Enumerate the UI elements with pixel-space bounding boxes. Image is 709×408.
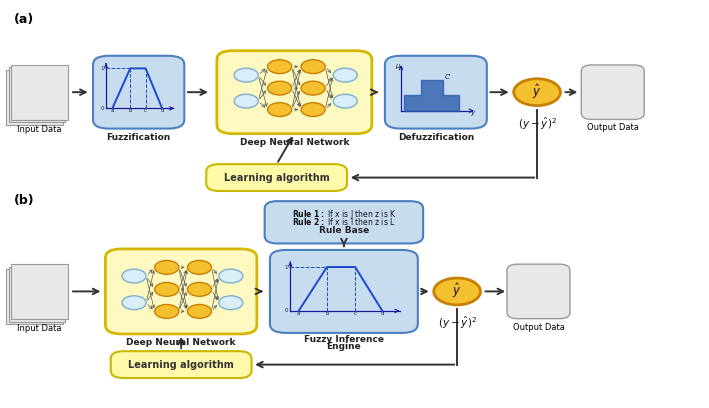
- Circle shape: [219, 296, 243, 310]
- Text: d: d: [160, 108, 164, 113]
- Text: Deep Neural Network: Deep Neural Network: [126, 338, 236, 347]
- Circle shape: [187, 304, 211, 318]
- Circle shape: [155, 260, 179, 274]
- Circle shape: [434, 278, 481, 305]
- Text: b: b: [325, 310, 329, 316]
- Polygon shape: [404, 80, 459, 111]
- FancyBboxPatch shape: [6, 269, 63, 324]
- Text: Output Data: Output Data: [587, 124, 639, 133]
- Text: (a): (a): [13, 13, 34, 26]
- Circle shape: [234, 94, 258, 108]
- Text: a: a: [297, 310, 301, 316]
- Text: 0: 0: [284, 308, 288, 313]
- Text: $(y - \hat{y})^2$: $(y - \hat{y})^2$: [437, 315, 476, 331]
- Circle shape: [301, 81, 325, 95]
- Text: Input Data: Input Data: [17, 125, 62, 134]
- Text: c: c: [354, 310, 357, 316]
- Text: c: c: [144, 108, 147, 113]
- Text: 1: 1: [284, 264, 288, 270]
- Text: $(y - \hat{y})^2$: $(y - \hat{y})^2$: [518, 116, 557, 132]
- Text: Learning algorithm: Learning algorithm: [128, 359, 234, 370]
- Text: μ: μ: [395, 63, 400, 69]
- Circle shape: [155, 304, 179, 318]
- Circle shape: [155, 282, 179, 296]
- FancyBboxPatch shape: [106, 249, 257, 334]
- Text: Learning algorithm: Learning algorithm: [224, 173, 330, 182]
- Text: Fuzzy Inference: Fuzzy Inference: [304, 335, 384, 344]
- Text: 0: 0: [101, 106, 104, 111]
- Text: Rule Base: Rule Base: [319, 226, 369, 235]
- Text: Fuzzification: Fuzzification: [106, 133, 171, 142]
- Circle shape: [267, 60, 291, 73]
- Circle shape: [122, 269, 146, 283]
- Circle shape: [301, 60, 325, 73]
- Text: (b): (b): [13, 194, 34, 207]
- Circle shape: [267, 103, 291, 117]
- Circle shape: [234, 68, 258, 82]
- FancyBboxPatch shape: [206, 164, 347, 191]
- Text: C': C': [445, 74, 452, 80]
- Text: b: b: [128, 108, 132, 113]
- Text: 1: 1: [101, 66, 104, 71]
- Text: Output Data: Output Data: [513, 323, 564, 332]
- Text: $\hat{y}$: $\hat{y}$: [532, 82, 542, 101]
- FancyBboxPatch shape: [11, 65, 68, 120]
- Circle shape: [219, 269, 243, 283]
- Circle shape: [333, 68, 357, 82]
- FancyBboxPatch shape: [93, 56, 184, 129]
- FancyBboxPatch shape: [264, 201, 423, 244]
- FancyBboxPatch shape: [9, 67, 65, 122]
- Circle shape: [187, 282, 211, 296]
- Text: Deep Neural Network: Deep Neural Network: [240, 138, 349, 147]
- Text: Defuzzification: Defuzzification: [398, 133, 474, 142]
- Text: Input Data: Input Data: [17, 324, 62, 333]
- Circle shape: [514, 79, 560, 106]
- FancyBboxPatch shape: [581, 65, 644, 120]
- FancyBboxPatch shape: [111, 351, 252, 378]
- FancyBboxPatch shape: [507, 264, 570, 319]
- Circle shape: [187, 260, 211, 274]
- Text: a: a: [111, 108, 114, 113]
- Circle shape: [333, 94, 357, 108]
- Text: $\mathbf{Rule\ 1:}$ If x is J then z is K: $\mathbf{Rule\ 1:}$ If x is J then z is …: [291, 208, 396, 221]
- FancyBboxPatch shape: [270, 250, 418, 333]
- Text: y: y: [470, 110, 474, 116]
- FancyBboxPatch shape: [11, 264, 68, 319]
- FancyBboxPatch shape: [9, 266, 65, 322]
- Text: Engine: Engine: [327, 342, 362, 351]
- Text: $\hat{y}$: $\hat{y}$: [452, 281, 462, 300]
- Circle shape: [267, 81, 291, 95]
- FancyBboxPatch shape: [385, 56, 487, 129]
- FancyBboxPatch shape: [217, 51, 372, 134]
- Text: d: d: [381, 310, 384, 316]
- FancyBboxPatch shape: [6, 70, 63, 125]
- Text: $\mathbf{Rule\ 2:}$ If x is I then z is L: $\mathbf{Rule\ 2:}$ If x is I then z is …: [292, 215, 396, 226]
- Circle shape: [301, 103, 325, 117]
- Circle shape: [122, 296, 146, 310]
